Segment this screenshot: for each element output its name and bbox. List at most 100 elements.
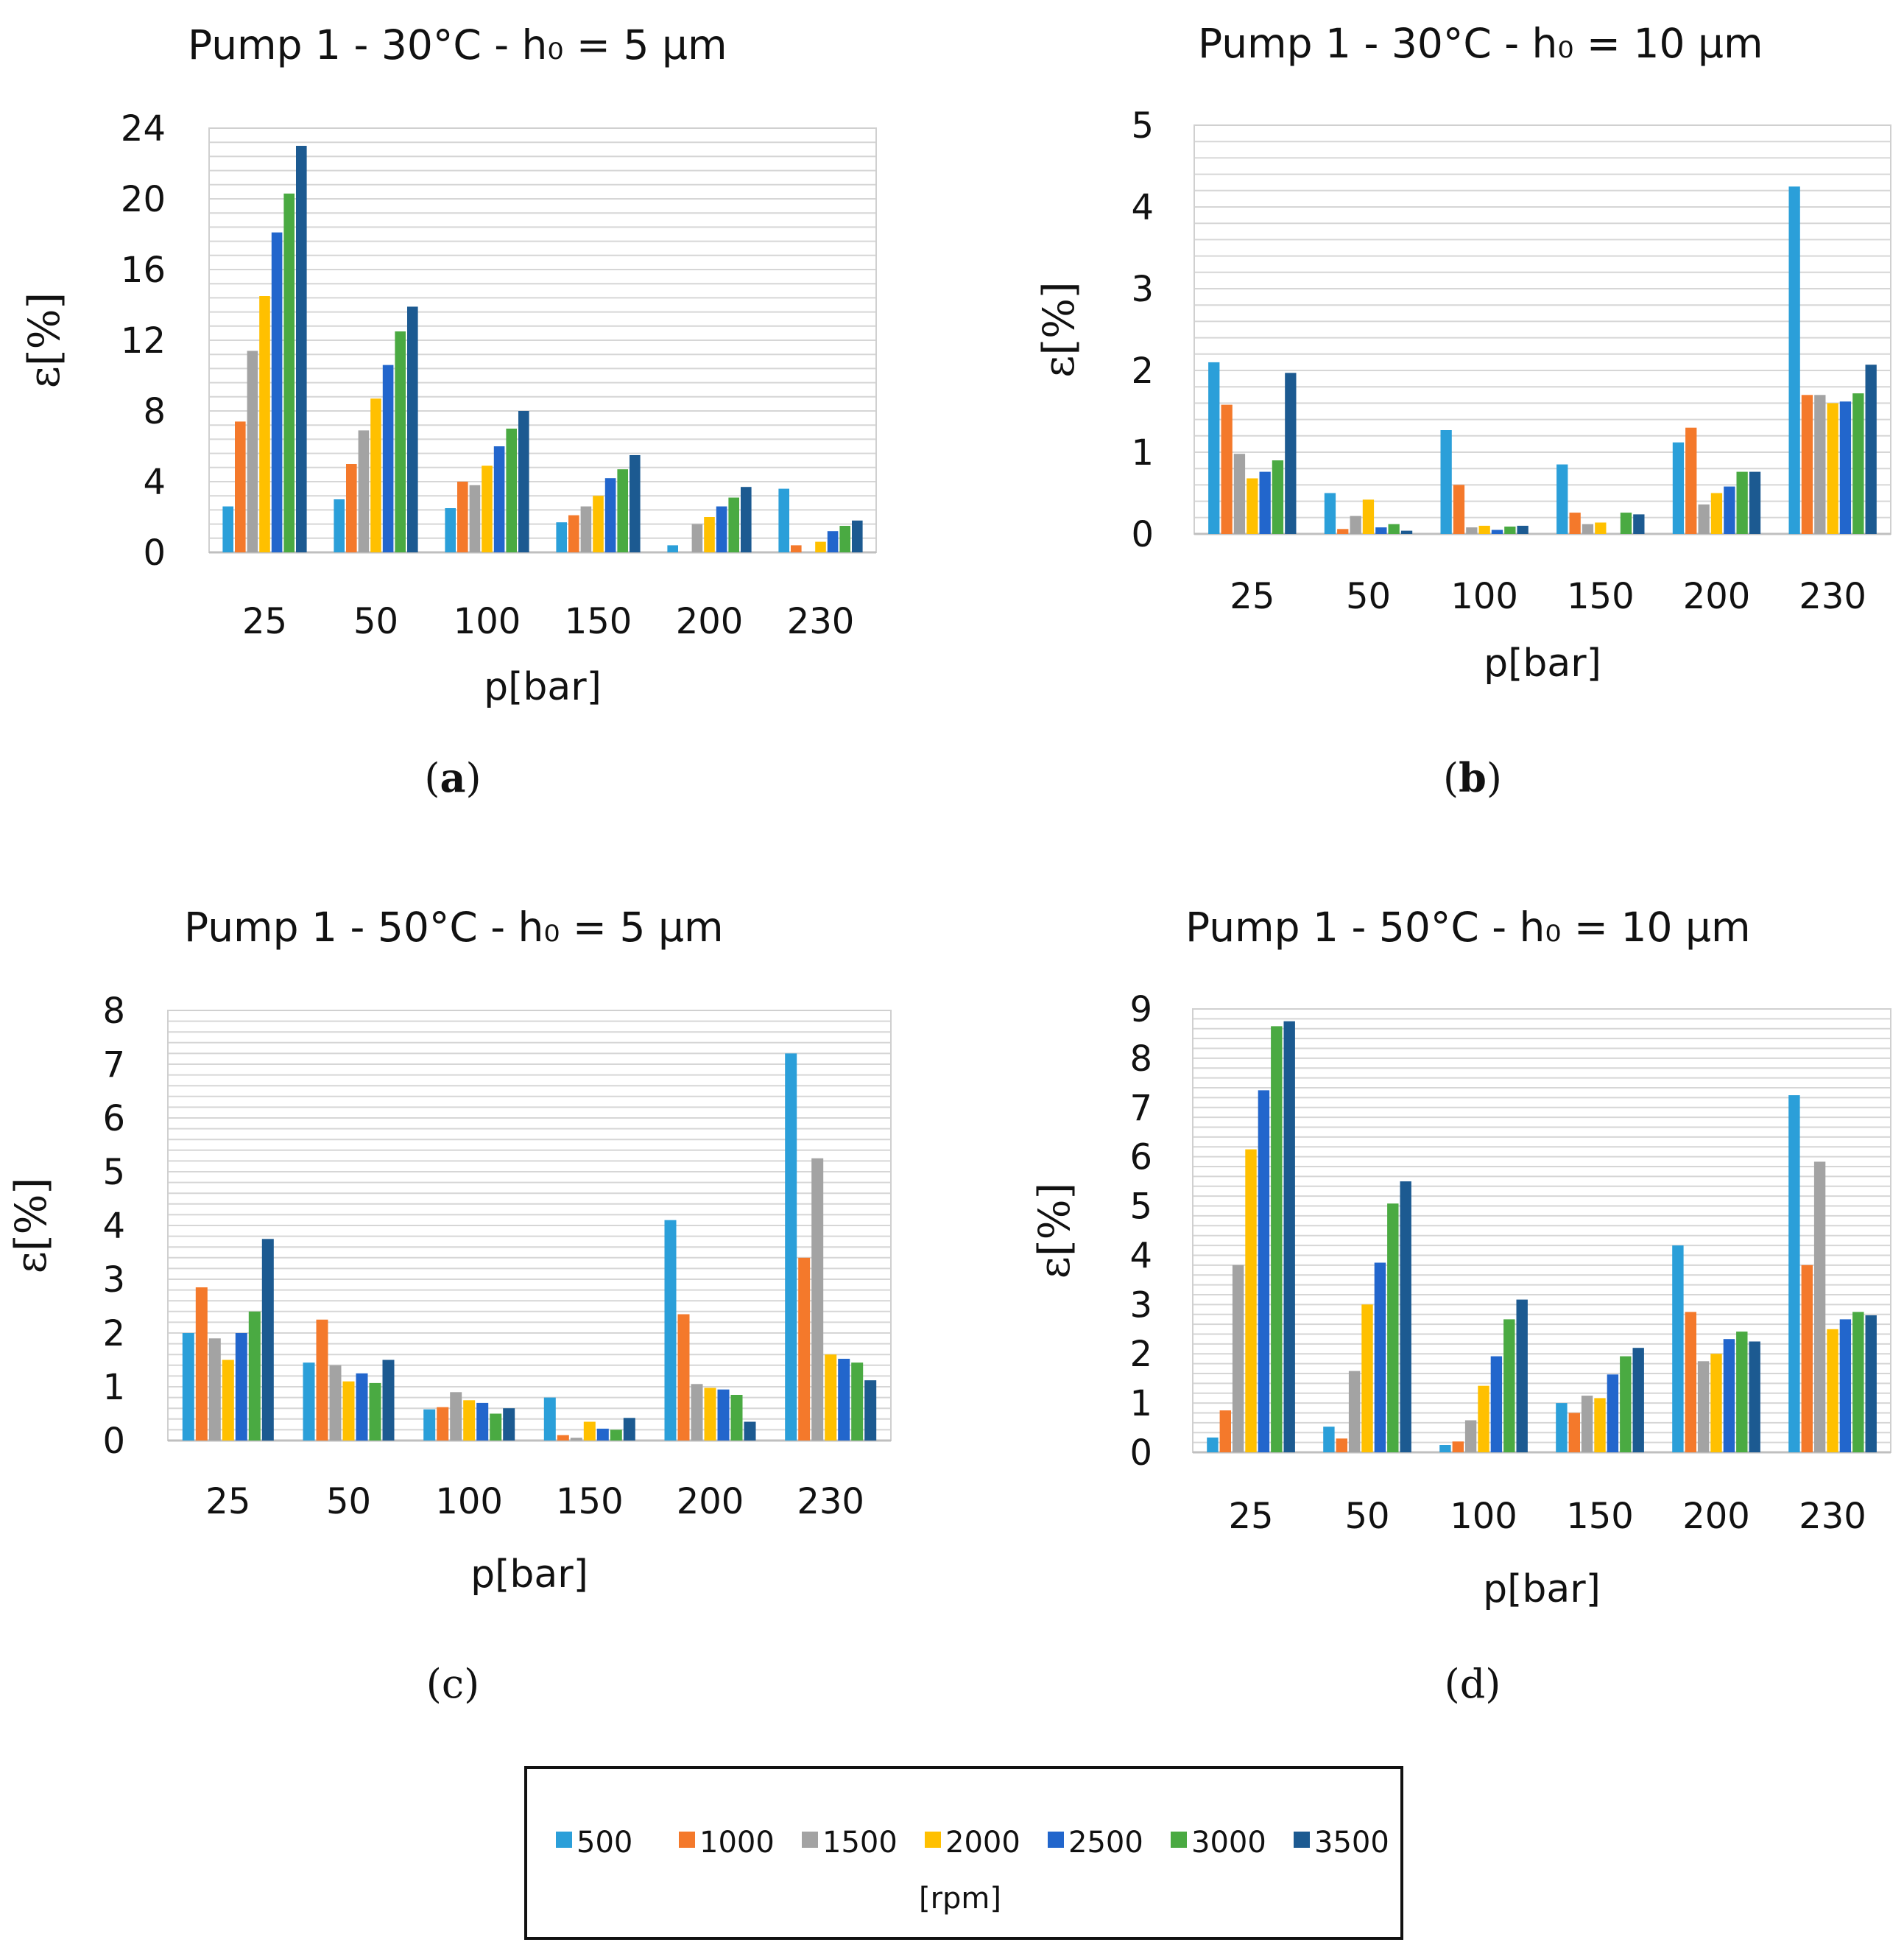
legend-swatch-3500: [1294, 1832, 1310, 1848]
bar-1500rpm-200bar: [1697, 1361, 1710, 1452]
bar-2500rpm-200bar: [1723, 1339, 1735, 1452]
chart-title: Pump 1 - 50°C - h₀ = 10 µm: [1185, 904, 1751, 951]
legend-label-2500: 2500: [1068, 1826, 1143, 1860]
y-tick-label: 0: [1129, 1432, 1152, 1474]
legend-unit: [rpm]: [919, 1882, 1001, 1916]
chart-panel-a: 0 4 8 12 16 20 24 25 50 100 150 200 230 Pump 1 - 30°C…: [19, 21, 877, 801]
x-tick-label: 150: [1566, 1496, 1634, 1537]
bar-1000rpm-25bar: [1221, 404, 1233, 534]
bar-2000rpm-100bar: [463, 1400, 476, 1441]
bar-1500rpm-100bar: [450, 1392, 462, 1441]
bar-2000rpm-200bar: [704, 517, 715, 552]
bar-1500rpm-150bar: [580, 506, 592, 552]
bar-3500rpm-230bar: [1865, 365, 1877, 534]
bar-1000rpm-100bar: [1453, 485, 1465, 534]
bar-3000rpm-150bar: [1620, 513, 1632, 534]
bar-500rpm-230bar: [778, 488, 789, 552]
bar-3500rpm-100bar: [1516, 1299, 1528, 1452]
y-tick-label: 3: [1131, 269, 1154, 310]
bar-2500rpm-50bar: [1374, 1262, 1386, 1452]
bar-3000rpm-150bar: [1620, 1356, 1632, 1452]
x-axis-title: p[bar]: [1484, 641, 1601, 686]
bar-2500rpm-100bar: [493, 446, 505, 552]
y-tick-label: 5: [1131, 105, 1154, 147]
bar-3500rpm-230bar: [864, 1380, 877, 1441]
bar-2500rpm-25bar: [235, 1333, 247, 1441]
bar-500rpm-200bar: [1672, 1245, 1684, 1452]
bar-1000rpm-100bar: [457, 482, 468, 552]
legend-label-3500: 3500: [1314, 1826, 1389, 1860]
x-tick-label: 25: [205, 1481, 250, 1522]
bar-500rpm-230bar: [785, 1053, 797, 1441]
bar-1000rpm-25bar: [235, 421, 246, 552]
bar-3500rpm-200bar: [744, 1421, 756, 1441]
legend-label-2000: 2000: [945, 1826, 1020, 1860]
bar-1000rpm-200bar: [677, 1314, 690, 1441]
bar-2000rpm-200bar: [1710, 493, 1723, 534]
bar-2500rpm-25bar: [1258, 1090, 1270, 1452]
bar-1500rpm-230bar: [1813, 1161, 1826, 1452]
bar-1000rpm-25bar: [1219, 1410, 1231, 1452]
legend-swatch-2000: [925, 1832, 941, 1848]
bar-500rpm-200bar: [664, 1220, 677, 1441]
bar-3000rpm-230bar: [851, 1362, 864, 1441]
bar-3000rpm-50bar: [1388, 524, 1400, 534]
bar-3500rpm-100bar: [518, 411, 529, 552]
bar-1500rpm-25bar: [1233, 454, 1246, 534]
bar-3000rpm-150bar: [617, 469, 628, 552]
bar-500rpm-200bar: [1672, 442, 1685, 534]
legend-items: 500 1000 1500 2000 2500 3000 3500: [556, 1826, 1389, 1860]
y-tick-label: 3: [1129, 1284, 1152, 1326]
bar-2500rpm-25bar: [271, 232, 283, 552]
y-tick-label: 4: [143, 462, 166, 503]
bar-2000rpm-50bar: [1361, 1304, 1373, 1452]
bar-3500rpm-25bar: [261, 1239, 274, 1441]
bar-2500rpm-50bar: [1375, 527, 1387, 534]
bar-2500rpm-230bar: [1839, 1319, 1852, 1452]
x-tick-label: 150: [565, 601, 632, 642]
bar-2500rpm-150bar: [1607, 1374, 1619, 1452]
bar-2000rpm-50bar: [342, 1381, 355, 1441]
legend-label-1500: 1500: [822, 1826, 898, 1860]
y-tick-label: 0: [102, 1421, 125, 1462]
bar-3500rpm-50bar: [1400, 1181, 1411, 1452]
bar-3500rpm-100bar: [503, 1408, 515, 1441]
bar-2500rpm-50bar: [356, 1373, 368, 1441]
y-tick-label: 9: [1129, 989, 1152, 1030]
y-tick-label: 0: [1131, 514, 1154, 555]
bar-2500rpm-25bar: [1259, 471, 1271, 534]
bar-1000rpm-230bar: [1801, 395, 1813, 534]
legend-swatch-3000: [1171, 1832, 1187, 1848]
bar-3500rpm-200bar: [741, 487, 752, 552]
bar-2500rpm-230bar: [827, 531, 839, 552]
bar-500rpm-50bar: [1324, 493, 1336, 534]
x-tick-label: 150: [556, 1481, 624, 1522]
panel-caption: (b): [1443, 754, 1502, 801]
bar-3500rpm-25bar: [1285, 373, 1297, 534]
bar-1000rpm-150bar: [1568, 1413, 1580, 1452]
legend-swatch-1000: [679, 1832, 695, 1848]
x-tick-label: 100: [454, 601, 521, 642]
panel-caption: (a): [424, 754, 481, 801]
bar-2000rpm-25bar: [1245, 1149, 1257, 1452]
bar-500rpm-25bar: [1207, 1437, 1219, 1452]
x-tick-label: 230: [1799, 576, 1866, 617]
bar-2000rpm-100bar: [1478, 1385, 1489, 1452]
bar-1500rpm-100bar: [469, 485, 481, 552]
bar-3500rpm-50bar: [407, 306, 418, 552]
bar-2000rpm-150bar: [1594, 1398, 1606, 1452]
y-axis-title: ε[%]: [19, 292, 69, 388]
bar-500rpm-230bar: [1788, 186, 1800, 535]
bar-1500rpm-200bar: [691, 1384, 703, 1441]
legend-label-3000: 3000: [1191, 1826, 1266, 1860]
panel-caption: (d): [1445, 1661, 1501, 1707]
y-tick-label: 4: [1129, 1235, 1152, 1276]
chart-title: Pump 1 - 50°C - h₀ = 5 µm: [184, 904, 724, 951]
plot-area: [1192, 1008, 1891, 1453]
bar-1500rpm-150bar: [570, 1438, 582, 1441]
bar-3500rpm-230bar: [852, 520, 863, 552]
x-tick-label: 50: [1344, 1496, 1389, 1537]
y-tick-label: 1: [1131, 432, 1154, 474]
bar-1500rpm-230bar: [811, 1158, 824, 1441]
y-axis-title: ε[%]: [1029, 1183, 1079, 1279]
